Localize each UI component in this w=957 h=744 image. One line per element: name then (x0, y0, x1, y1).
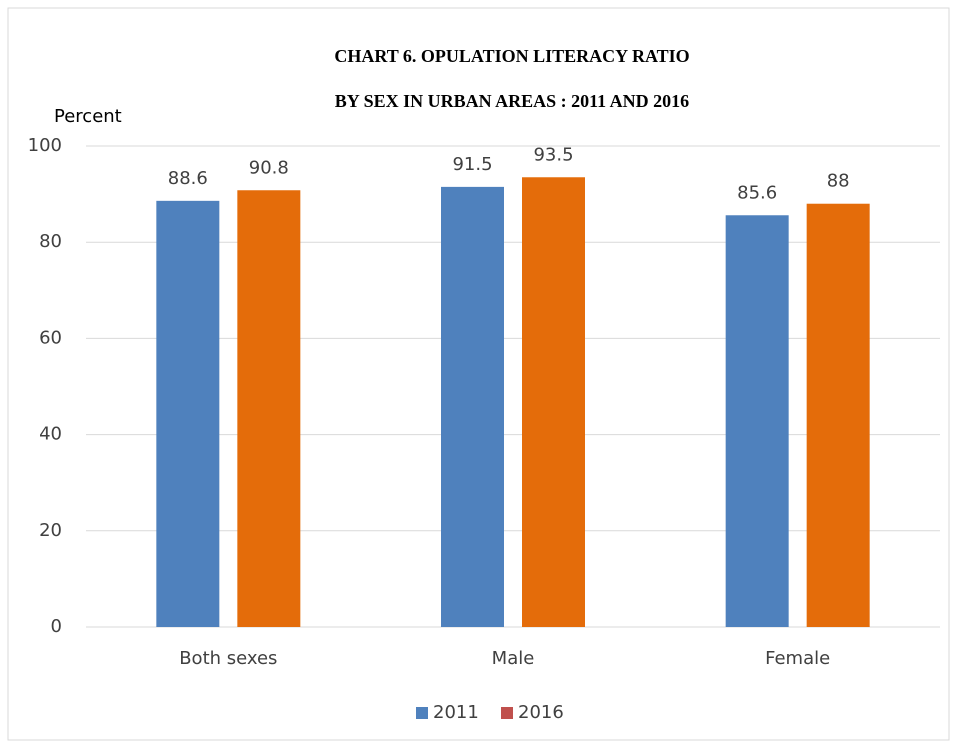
data-label: 93.5 (533, 144, 573, 165)
y-axis-label: Percent (54, 106, 122, 127)
y-tick-label: 100 (28, 135, 62, 156)
bar (441, 186, 504, 627)
y-tick-label: 20 (39, 520, 62, 541)
data-label: 88.6 (168, 168, 208, 189)
legend-swatch (416, 707, 428, 719)
x-tick-label: Male (492, 648, 535, 669)
x-tick-label: Both sexes (179, 648, 277, 669)
bar (806, 203, 870, 627)
y-tick-label: 40 (39, 424, 62, 445)
y-tick-label: 80 (39, 231, 62, 252)
data-label: 90.8 (249, 157, 289, 178)
legend-label: 2011 (433, 702, 479, 723)
data-label: 91.5 (452, 154, 492, 175)
data-label: 88 (827, 171, 850, 192)
bar (522, 177, 585, 627)
legend-label: 2016 (518, 702, 564, 723)
chart-title: BY SEX IN URBAN AREAS : 2011 AND 2016 (335, 91, 689, 111)
chart-title: CHART 6. OPULATION LITERACY RATIO (334, 46, 689, 66)
bar (237, 190, 301, 627)
bar (725, 215, 789, 627)
y-tick-label: 60 (39, 327, 62, 348)
bar (156, 200, 220, 628)
data-label: 85.6 (737, 182, 777, 203)
legend-swatch (501, 707, 513, 719)
y-tick-label: 0 (51, 616, 62, 637)
x-tick-label: Female (765, 648, 830, 669)
